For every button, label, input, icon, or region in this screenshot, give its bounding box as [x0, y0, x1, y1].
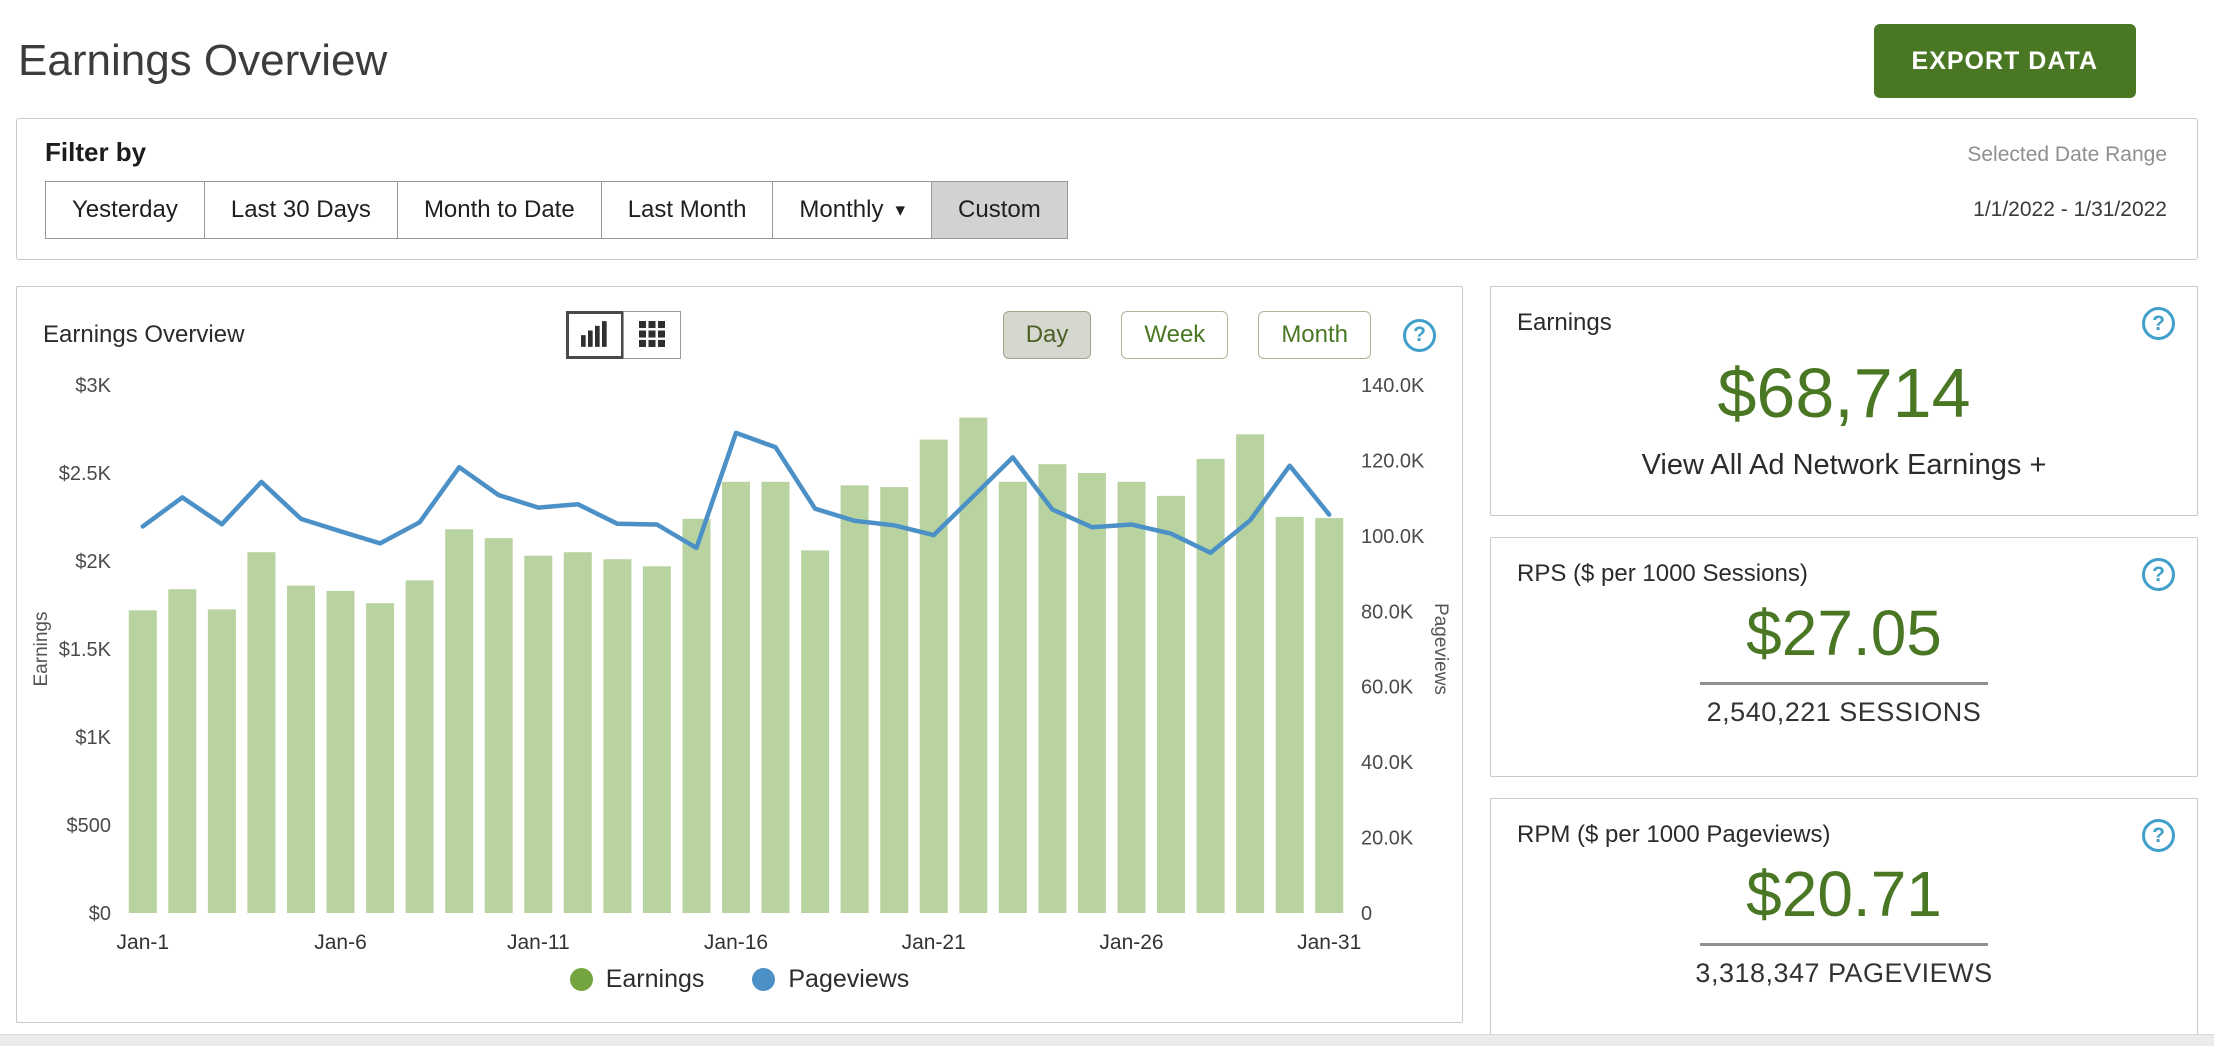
rpm-value-wrap: $20.71: [1517, 857, 2171, 946]
view-ad-network-earnings-link[interactable]: View All Ad Network Earnings +: [1517, 449, 2171, 482]
svg-text:Jan-6: Jan-6: [314, 931, 367, 953]
granularity-group: Day Week Month: [1003, 311, 1371, 359]
svg-text:Jan-26: Jan-26: [1099, 931, 1163, 953]
view-toggles: [566, 311, 681, 359]
filter-buttons: Yesterday Last 30 Days Month to Date Last M…: [45, 181, 2169, 239]
filter-button-label: Last Month: [628, 196, 747, 224]
svg-text:$0: $0: [89, 903, 111, 925]
rps-help-icon[interactable]: ?: [2142, 558, 2175, 591]
filter-button-label: Monthly: [799, 196, 883, 224]
filter-button-yesterday[interactable]: Yesterday: [45, 181, 205, 239]
filter-button-label: Month to Date: [424, 196, 575, 224]
selected-date-range: Selected Date Range 1/1/2022 - 1/31/2022: [1967, 143, 2167, 222]
svg-text:Jan-1: Jan-1: [117, 931, 170, 953]
svg-text:40.0K: 40.0K: [1361, 752, 1414, 774]
rpm-pageviews-label: 3,318,347 PAGEVIEWS: [1517, 958, 2171, 989]
filter-button-label: Last 30 Days: [231, 196, 371, 224]
svg-text:Jan-11: Jan-11: [507, 931, 570, 953]
svg-text:120.0K: 120.0K: [1361, 450, 1425, 472]
earnings-help-icon[interactable]: ?: [2142, 307, 2175, 340]
filter-button-label: Custom: [958, 196, 1041, 224]
legend-item-pageviews[interactable]: Pageviews: [752, 965, 909, 994]
filter-button-last-30-days[interactable]: Last 30 Days: [204, 181, 398, 239]
granularity-button-day[interactable]: Day: [1003, 311, 1092, 359]
earnings-pageviews-chart[interactable]: $0 $500 $1K $1.5K $2K $2.5K $3K 0 20.0K 40.0K 60.0…: [17, 369, 1462, 953]
chart-card-header: Earnings Overview: [17, 287, 1462, 359]
legend-dot-icon: [752, 968, 775, 991]
legend-dot-icon: [570, 968, 593, 991]
main-content: Earnings Overview: [16, 286, 2198, 1038]
svg-text:80.0K: 80.0K: [1361, 601, 1414, 623]
rpm-card-title: RPM ($ per 1000 Pageviews): [1517, 821, 2171, 849]
earnings-chart-card: Earnings Overview: [16, 286, 1463, 1023]
earnings-card: Earnings ? $68,714 View All Ad Network E…: [1490, 286, 2198, 516]
dropdown-caret-icon: ▾: [895, 199, 905, 222]
chart-title: Earnings Overview: [43, 321, 244, 349]
summary-column: Earnings ? $68,714 View All Ad Network E…: [1490, 286, 2198, 1038]
page-title: Earnings Overview: [18, 36, 387, 86]
svg-text:$2.5K: $2.5K: [59, 463, 112, 485]
filter-button-month-to-date[interactable]: Month to Date: [397, 181, 602, 239]
svg-text:$500: $500: [67, 815, 112, 837]
filter-button-monthly[interactable]: Monthly ▾: [772, 181, 932, 239]
rps-value-wrap: $27.05: [1517, 596, 2171, 685]
page-header: Earnings Overview EXPORT DATA: [0, 0, 2214, 114]
svg-text:Pageviews: Pageviews: [1430, 603, 1451, 695]
page-bottom-strip: [0, 1034, 2214, 1046]
table-view-toggle[interactable]: [623, 311, 681, 359]
filter-button-custom[interactable]: Custom: [931, 181, 1068, 239]
svg-text:Jan-16: Jan-16: [704, 931, 768, 953]
svg-text:140.0K: 140.0K: [1361, 375, 1425, 397]
filter-button-last-month[interactable]: Last Month: [601, 181, 774, 239]
svg-text:$3K: $3K: [75, 375, 111, 397]
filter-panel: Filter by Yesterday Last 30 Days Month to …: [16, 118, 2198, 260]
filter-by-label: Filter by: [45, 137, 2169, 167]
svg-text:0: 0: [1361, 903, 1372, 925]
legend-item-earnings[interactable]: Earnings: [570, 965, 705, 994]
svg-text:$1K: $1K: [75, 727, 111, 749]
rps-card: RPS ($ per 1000 Sessions) ? $27.05 2,540…: [1490, 537, 2198, 777]
svg-text:60.0K: 60.0K: [1361, 677, 1414, 699]
legend-label: Pageviews: [788, 965, 909, 994]
svg-text:$2K: $2K: [75, 551, 111, 573]
rps-value: $27.05: [1700, 596, 1988, 685]
rpm-card: RPM ($ per 1000 Pageviews) ? $20.71 3,31…: [1490, 798, 2198, 1038]
svg-text:Jan-21: Jan-21: [902, 931, 966, 953]
chart-view-toggle[interactable]: [566, 311, 624, 359]
svg-text:100.0K: 100.0K: [1361, 526, 1425, 548]
export-data-button[interactable]: EXPORT DATA: [1874, 24, 2136, 98]
rpm-help-icon[interactable]: ?: [2142, 819, 2175, 852]
earnings-card-title: Earnings: [1517, 309, 2171, 337]
svg-text:$1.5K: $1.5K: [59, 639, 112, 661]
legend-label: Earnings: [606, 965, 705, 994]
granularity-button-month[interactable]: Month: [1258, 311, 1371, 359]
earnings-overview-page: Earnings Overview EXPORT DATA Filter by …: [0, 0, 2214, 1046]
filter-button-label: Yesterday: [72, 196, 178, 224]
svg-text:Jan-31: Jan-31: [1297, 931, 1361, 953]
chart-legend: Earnings Pageviews: [17, 965, 1462, 994]
earnings-value: $68,714: [1517, 353, 2171, 433]
selected-date-range-label: Selected Date Range: [1967, 143, 2167, 167]
chart-help-icon[interactable]: ?: [1403, 319, 1436, 352]
rps-sessions-label: 2,540,221 SESSIONS: [1517, 697, 2171, 728]
svg-text:Earnings: Earnings: [31, 612, 52, 687]
svg-text:20.0K: 20.0K: [1361, 828, 1414, 850]
bar-chart-icon: [581, 321, 609, 350]
granularity-button-week[interactable]: Week: [1121, 311, 1228, 359]
selected-date-range-value: 1/1/2022 - 1/31/2022: [1967, 198, 2167, 222]
rps-card-title: RPS ($ per 1000 Sessions): [1517, 560, 2171, 588]
rpm-value: $20.71: [1700, 857, 1988, 946]
grid-icon: [639, 321, 665, 350]
